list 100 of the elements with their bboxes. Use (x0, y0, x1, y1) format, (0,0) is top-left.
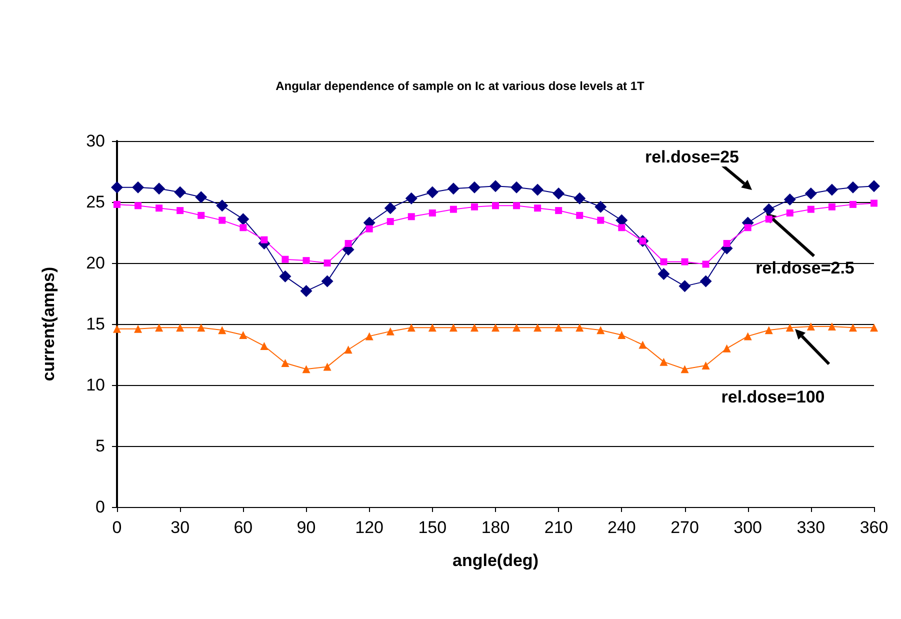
point (764, 326, 773, 334)
point (365, 332, 374, 340)
point (681, 258, 688, 266)
point (237, 213, 250, 226)
point (216, 200, 228, 212)
point (176, 207, 184, 214)
point (344, 240, 352, 247)
x-tick-label: 90 (296, 518, 316, 537)
point (534, 204, 542, 212)
point (302, 257, 310, 264)
y-tick-label: 20 (86, 254, 105, 272)
y-axis-title: current(amps) (39, 266, 58, 382)
point (828, 203, 836, 210)
point (784, 194, 796, 206)
point (324, 260, 331, 266)
point (552, 187, 565, 200)
x-tick-label: 240 (607, 518, 636, 537)
point (300, 285, 312, 298)
x-tick-label: 30 (170, 518, 190, 537)
y-tick-label: 15 (86, 314, 105, 334)
x-tick-label: 330 (796, 518, 826, 537)
x-tick-label: 150 (418, 518, 447, 537)
x-tick-label: 60 (234, 518, 253, 537)
point (156, 204, 163, 212)
y-tick-label: 30 (86, 132, 105, 150)
point (804, 187, 817, 200)
x-tick-label: 0 (112, 518, 122, 537)
point (174, 186, 186, 198)
point (513, 202, 520, 210)
point (239, 330, 248, 339)
point (512, 324, 521, 332)
point (638, 340, 647, 349)
point (870, 200, 878, 207)
x-tick-label: 210 (544, 518, 573, 537)
point (218, 216, 226, 224)
point (197, 324, 206, 332)
point (323, 362, 332, 371)
point (260, 236, 268, 244)
point (386, 218, 394, 226)
point (532, 184, 544, 196)
point (594, 200, 607, 213)
point (321, 275, 334, 288)
point (134, 202, 142, 210)
point (846, 181, 859, 194)
point (470, 203, 478, 210)
point (176, 324, 184, 332)
point (807, 206, 814, 213)
x-tick-label: 360 (860, 518, 888, 537)
point (658, 268, 670, 280)
chart-title: Angular dependence of sample on Ic at various dose levels at 1T (276, 79, 646, 93)
point (428, 324, 436, 332)
point (195, 191, 208, 204)
point (678, 280, 691, 292)
point (407, 324, 416, 332)
point (281, 359, 290, 368)
point (155, 324, 164, 332)
x-tick-label: 120 (355, 518, 384, 537)
point (806, 322, 815, 330)
point (660, 258, 668, 266)
y-tick-label: 5 (96, 436, 105, 456)
point (492, 202, 499, 210)
point (344, 346, 352, 354)
x-tick-label: 270 (670, 518, 699, 537)
point (744, 224, 752, 232)
x-axis-title: angle(deg) (452, 551, 538, 570)
point (680, 365, 689, 374)
point (786, 209, 794, 216)
point (702, 260, 710, 268)
point (723, 240, 730, 247)
point (826, 184, 838, 196)
y-tick-label: 10 (86, 376, 105, 394)
point (786, 324, 794, 332)
point (470, 324, 478, 332)
point (240, 224, 247, 232)
y-tick-label: 0 (96, 498, 105, 516)
point (744, 332, 752, 340)
x-tick-label: 180 (481, 518, 510, 537)
point (366, 225, 373, 232)
point (554, 324, 563, 332)
point (449, 324, 458, 332)
point (849, 200, 856, 208)
series-label: rel.dose=2.5 (756, 258, 854, 278)
point (574, 192, 586, 204)
point (576, 324, 584, 332)
point (153, 182, 166, 195)
point (868, 180, 880, 192)
point (555, 207, 562, 214)
point (447, 182, 460, 195)
x-tick-label: 300 (734, 518, 762, 537)
point (722, 344, 731, 352)
point (405, 192, 418, 204)
text: rel.dose=25 (644, 148, 740, 166)
point (408, 213, 415, 220)
point (534, 324, 542, 332)
point (700, 275, 712, 288)
point (279, 270, 292, 282)
point (386, 327, 394, 336)
point (618, 330, 626, 339)
series-label: rel.dose=100 (721, 388, 825, 406)
point (848, 324, 857, 332)
